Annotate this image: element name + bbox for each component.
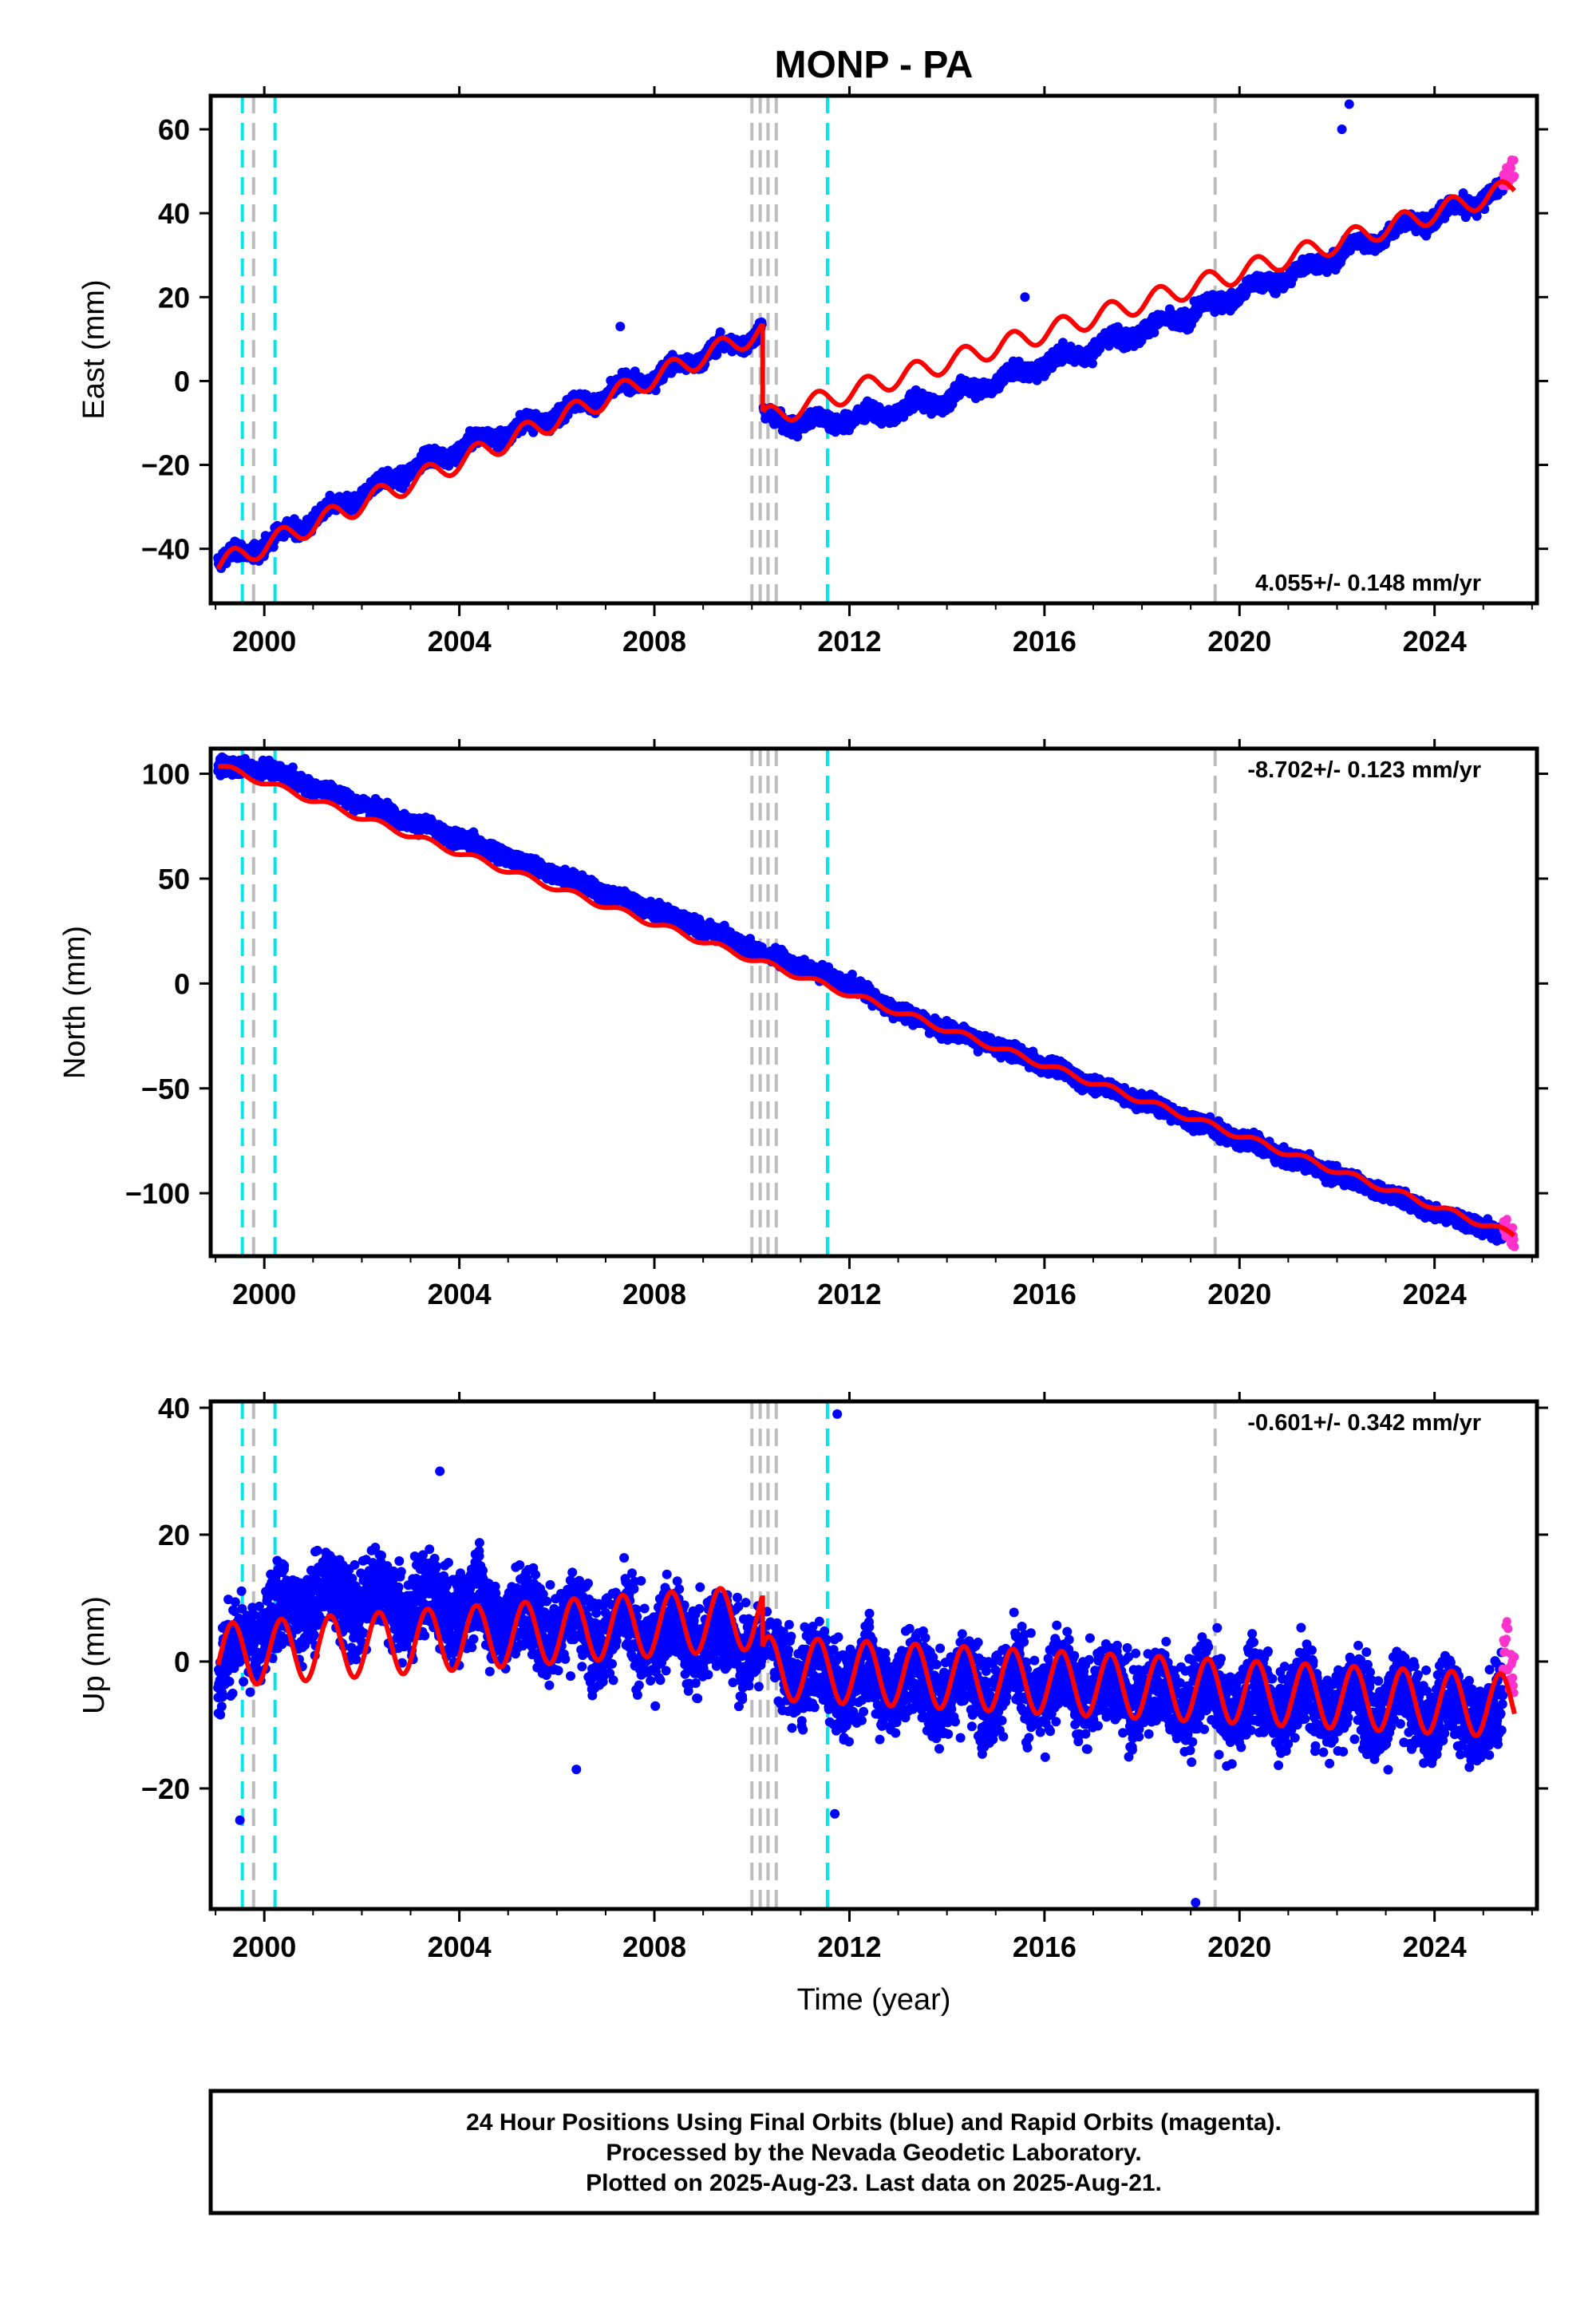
plot-frame xyxy=(208,93,1539,606)
model-curve xyxy=(215,179,1517,571)
outlier-point xyxy=(830,1808,840,1819)
y-tick-label: 40 xyxy=(158,197,190,230)
outlier-point xyxy=(1337,124,1347,135)
y-tick-label: 0 xyxy=(174,365,190,397)
x-tick-label: 2004 xyxy=(428,1931,492,1963)
outlier-point xyxy=(435,1466,445,1476)
rate-label: -0.601+/- 0.342 mm/yr xyxy=(1247,1410,1481,1436)
east-panel: 2000 2004 2008 2012 2016 2020 2024 −40 −20 0 20 40 6… xyxy=(77,86,1548,658)
event-lines xyxy=(240,96,1217,603)
y-tick-label: −40 xyxy=(141,533,190,566)
plot-frame xyxy=(208,746,1539,1259)
x-tick-label: 2016 xyxy=(1013,625,1077,658)
outlier-point xyxy=(832,1409,843,1419)
outlier-point xyxy=(615,322,626,332)
outlier-point xyxy=(571,1765,582,1775)
model-segment xyxy=(215,322,764,571)
x-tick-label: 2012 xyxy=(817,625,881,658)
model-segment xyxy=(215,1586,764,1687)
model-curve xyxy=(215,1586,1517,1738)
y-tick-label: 20 xyxy=(158,281,190,314)
x-tick-label: 2000 xyxy=(232,625,296,658)
caption-line-3: Plotted on 2025-Aug-23. Last data on 202… xyxy=(586,2170,1162,2196)
model-segment xyxy=(760,179,1517,423)
y-tick-label: 40 xyxy=(158,1392,190,1425)
model-segment xyxy=(216,764,1516,1238)
model-curve xyxy=(216,764,1516,1238)
outlier-point xyxy=(1020,292,1030,302)
rate-label: 4.055+/- 0.148 mm/yr xyxy=(1255,571,1481,596)
final-orbit-scatter xyxy=(213,752,1507,1246)
x-tick-label: 2000 xyxy=(232,1931,296,1963)
rate-label: -8.702+/- 0.123 mm/yr xyxy=(1247,757,1481,783)
x-tick-label: 2004 xyxy=(428,1278,492,1310)
north-panel: 2000 2004 2008 2012 2016 2020 2024 −100 −50 0 50 10… xyxy=(58,739,1548,1310)
y-axis-label: Up (mm) xyxy=(77,1596,111,1714)
final-orbit-points xyxy=(213,752,1519,1251)
caption-line-2: Processed by the Nevada Geodetic Laborat… xyxy=(606,2140,1141,2166)
plot-frame xyxy=(208,1399,1539,1911)
x-tick-label: 2020 xyxy=(1207,1278,1271,1310)
y-axis-label: North (mm) xyxy=(58,926,92,1079)
x-tick-label: 2020 xyxy=(1207,1931,1271,1963)
x-tick-label: 2004 xyxy=(428,625,492,658)
x-axis-label: Time (year) xyxy=(797,1983,951,2017)
y-tick-label: 0 xyxy=(174,1646,190,1678)
outlier-point xyxy=(235,1815,245,1825)
y-tick-label: 0 xyxy=(174,967,190,1000)
y-tick-label: 20 xyxy=(158,1519,190,1551)
x-tick-label: 2000 xyxy=(232,1278,296,1310)
caption-line-1: 24 Hour Positions Using Final Orbits (bl… xyxy=(466,2109,1282,2136)
y-tick-label: −20 xyxy=(141,449,190,482)
outlier-point xyxy=(1191,1898,1201,1908)
y-tick-label: 100 xyxy=(142,758,190,791)
x-tick-label: 2024 xyxy=(1403,1931,1467,1963)
model-segment xyxy=(760,1634,1517,1738)
x-tick-label: 2008 xyxy=(622,1931,686,1963)
x-tick-label: 2024 xyxy=(1403,625,1467,658)
up-panel: 2000 2004 2008 2012 2016 2020 2024 −20 0 20 40 Up (… xyxy=(77,1392,1548,1963)
y-tick-label: 60 xyxy=(158,113,190,146)
x-tick-label: 2008 xyxy=(622,1278,686,1310)
x-tick-label: 2012 xyxy=(817,1278,881,1310)
x-tick-label: 2024 xyxy=(1403,1278,1467,1310)
y-tick-label: −50 xyxy=(141,1073,190,1105)
y-axis-label: East (mm) xyxy=(77,279,111,419)
x-tick-label: 2016 xyxy=(1013,1931,1077,1963)
figure-title: MONP - PA xyxy=(775,44,974,86)
x-tick-label: 2020 xyxy=(1207,625,1271,658)
final-orbit-scatter xyxy=(213,176,1507,573)
y-tick-label: −20 xyxy=(141,1773,190,1805)
caption-box: 24 Hour Positions Using Final Orbits (bl… xyxy=(208,2089,1539,2215)
x-tick-label: 2008 xyxy=(622,625,686,658)
final-orbit-points xyxy=(213,99,1519,573)
x-tick-label: 2012 xyxy=(817,1931,881,1963)
y-tick-label: 50 xyxy=(158,863,190,895)
x-tick-label: 2016 xyxy=(1013,1278,1077,1310)
outlier-point xyxy=(1344,99,1354,109)
event-lines xyxy=(240,749,1217,1256)
y-tick-label: −100 xyxy=(125,1177,190,1210)
